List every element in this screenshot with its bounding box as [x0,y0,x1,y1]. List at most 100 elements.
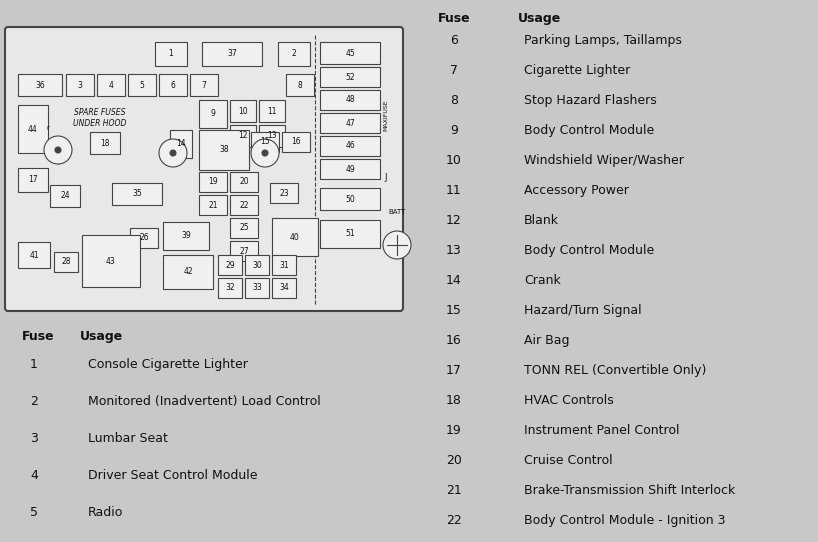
Bar [202,42,262,66]
Text: 14: 14 [176,139,186,149]
Text: 25: 25 [239,223,249,233]
Text: Body Control Module: Body Control Module [524,244,654,257]
Text: 11: 11 [446,184,462,197]
Bar [320,188,380,210]
Text: 33: 33 [252,283,262,293]
Bar [18,242,50,268]
Text: 36: 36 [35,81,45,89]
Bar [272,278,296,298]
Bar [112,183,162,205]
Text: 51: 51 [345,229,355,238]
Text: 18: 18 [101,139,110,147]
Text: 31: 31 [279,261,289,269]
Text: 20: 20 [446,454,462,467]
Text: 21: 21 [209,201,218,210]
Bar [272,255,296,275]
Text: Accessory Power: Accessory Power [524,184,629,197]
Bar [230,100,256,122]
Text: Parking Lamps, Taillamps: Parking Lamps, Taillamps [524,34,682,47]
Text: 35: 35 [133,190,142,198]
Bar [54,252,78,272]
Bar [82,235,140,287]
Text: Fuse: Fuse [22,330,55,343]
Bar [199,100,227,128]
Text: 26: 26 [139,234,149,242]
Bar [320,159,380,179]
Text: 42: 42 [183,268,193,276]
Text: 17: 17 [446,364,462,377]
Bar [320,136,380,156]
Text: Blank: Blank [524,214,559,227]
Bar [320,67,380,87]
Text: 14: 14 [446,274,462,287]
Circle shape [262,150,268,156]
Text: 19: 19 [209,177,218,186]
Circle shape [55,147,61,153]
Text: 28: 28 [61,257,70,267]
Text: 27: 27 [239,247,249,255]
Text: 49: 49 [345,165,355,173]
Text: Body Control Module: Body Control Module [524,124,654,137]
Circle shape [170,150,176,156]
Text: 2: 2 [30,395,38,408]
Text: 5: 5 [30,506,38,519]
Text: 34: 34 [279,283,289,293]
Bar [270,183,298,203]
Text: 46: 46 [345,141,355,151]
Text: 6: 6 [450,34,458,47]
Text: 47: 47 [345,119,355,127]
Bar [272,218,318,256]
Text: 23: 23 [279,189,289,197]
Text: BATT: BATT [389,209,406,215]
Bar [155,42,187,66]
Bar [199,195,227,215]
Text: Air Bag: Air Bag [524,334,569,347]
Text: 8: 8 [450,94,458,107]
Bar [190,74,218,96]
Text: 29: 29 [225,261,235,269]
Text: 43: 43 [106,256,116,266]
Text: Usage: Usage [518,12,561,25]
Text: Console Cigarette Lighter: Console Cigarette Lighter [88,358,248,371]
Text: 7: 7 [450,64,458,77]
Bar [230,195,258,215]
Text: 15: 15 [446,304,462,317]
Text: 12: 12 [446,214,462,227]
Bar [320,113,380,133]
Text: 10: 10 [238,106,248,115]
Bar [251,132,279,152]
Text: 11: 11 [267,106,276,115]
Bar [259,100,285,122]
Bar [163,255,213,289]
Bar [218,255,242,275]
Text: 13: 13 [267,132,276,140]
Bar [66,74,94,96]
Bar [230,218,258,238]
Text: 4: 4 [30,469,38,482]
Bar [18,105,48,153]
Text: 2: 2 [292,49,296,59]
Bar [230,241,258,261]
Text: 1: 1 [30,358,38,371]
FancyBboxPatch shape [5,27,403,311]
Bar [50,185,80,207]
Text: Cigarette Lighter: Cigarette Lighter [524,64,630,77]
Text: 45: 45 [345,48,355,57]
Text: 52: 52 [345,73,355,81]
Bar [245,278,269,298]
Bar [230,172,258,192]
Text: Driver Seat Control Module: Driver Seat Control Module [88,469,258,482]
Text: 13: 13 [446,244,462,257]
Text: Crank: Crank [524,274,561,287]
Bar [282,132,310,152]
Text: 7: 7 [201,81,206,89]
Text: Radio: Radio [88,506,124,519]
Bar [259,125,285,147]
Text: 22: 22 [239,201,249,210]
Bar [199,130,249,170]
Text: 24: 24 [61,191,70,201]
Text: Brake-Transmission Shift Interlock: Brake-Transmission Shift Interlock [524,484,735,497]
Bar [170,130,192,158]
Bar [320,42,380,64]
Text: Instrument Panel Control: Instrument Panel Control [524,424,680,437]
